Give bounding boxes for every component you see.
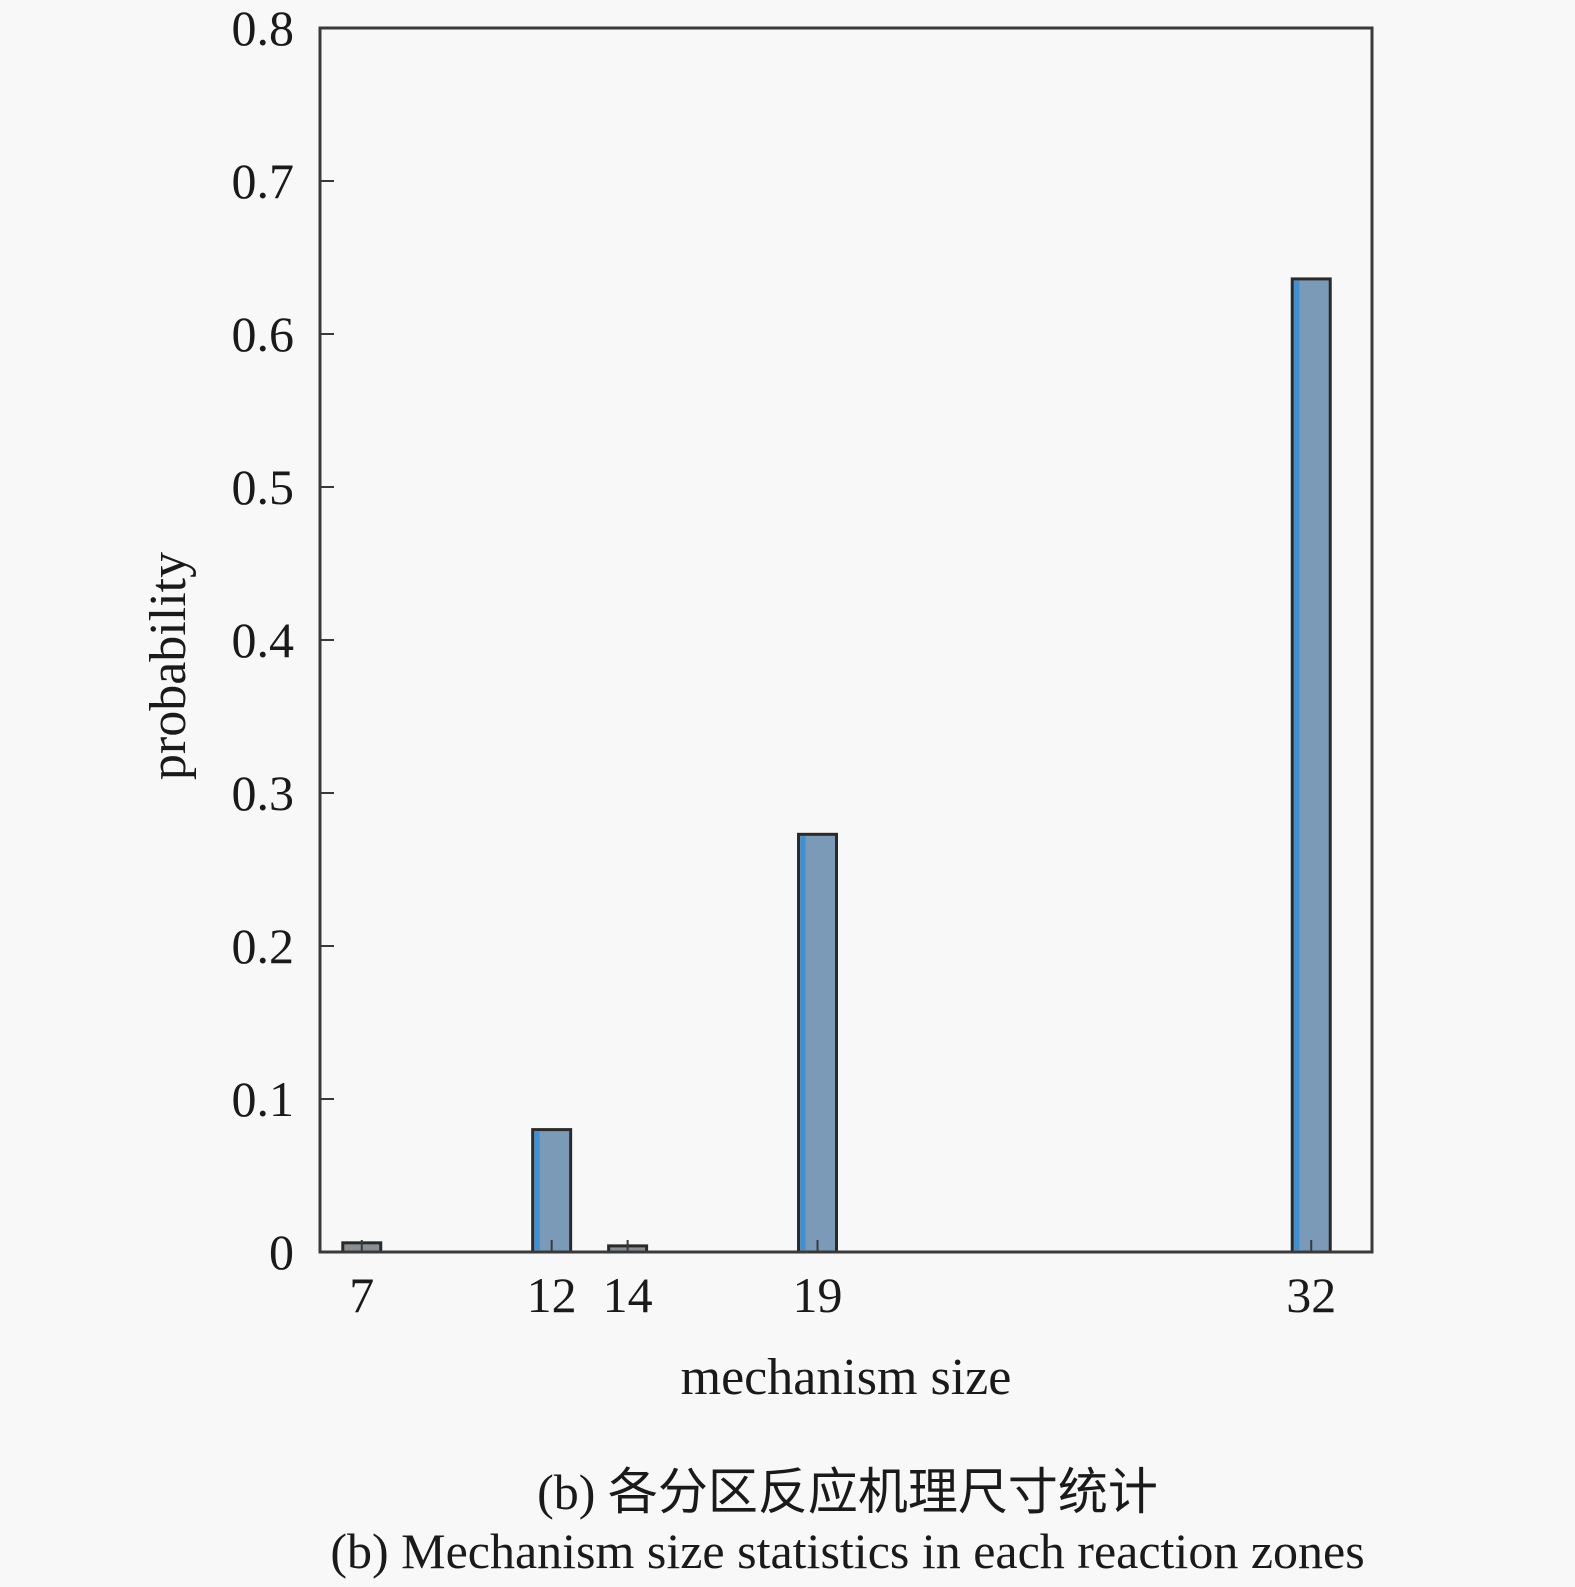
figure-caption-chinese: (b) 各分区反应机理尺寸统计	[537, 1464, 1158, 1520]
figure-caption-english: (b) Mechanism size statistics in each re…	[330, 1523, 1365, 1579]
x-axis-ticks: 7 12 14 19 32	[349, 1240, 1336, 1323]
bar	[531, 1128, 573, 1254]
y-tick-label: 0.6	[232, 306, 295, 362]
y-tick-label: 0.3	[232, 765, 295, 821]
y-tick-label: 0.1	[232, 1071, 295, 1127]
bar	[797, 832, 839, 1254]
y-tick-label: 0.4	[232, 612, 295, 668]
y-tick-label: 0.8	[232, 0, 295, 56]
y-tick-label: 0.7	[232, 153, 295, 209]
plot-area-frame	[318, 26, 1374, 1254]
y-tick-label: 0	[269, 1224, 294, 1280]
y-tick-label: 0.2	[232, 918, 295, 974]
x-tick-label: 19	[793, 1267, 843, 1323]
bar-highlight	[1294, 280, 1300, 1250]
bar-chart: 0 0.1 0.2 0.3 0.4 0.5 0.6 0.7 0.8 7 12 14 19 32 mech…	[140, 0, 1374, 1406]
bar	[1290, 277, 1332, 1254]
x-tick-label: 14	[603, 1267, 653, 1323]
y-axis-ticks: 0 0.1 0.2 0.3 0.4 0.5 0.6 0.7 0.8	[232, 0, 334, 1280]
y-axis-title: probability	[140, 552, 197, 780]
x-tick-label: 12	[527, 1267, 577, 1323]
y-tick-label: 0.5	[232, 459, 295, 515]
bar-highlight	[534, 1131, 540, 1250]
x-tick-label: 7	[349, 1267, 374, 1323]
x-tick-label: 32	[1286, 1267, 1336, 1323]
x-axis-title: mechanism size	[681, 1349, 1012, 1406]
bars-group	[341, 277, 1332, 1254]
bar-highlight	[800, 836, 806, 1250]
